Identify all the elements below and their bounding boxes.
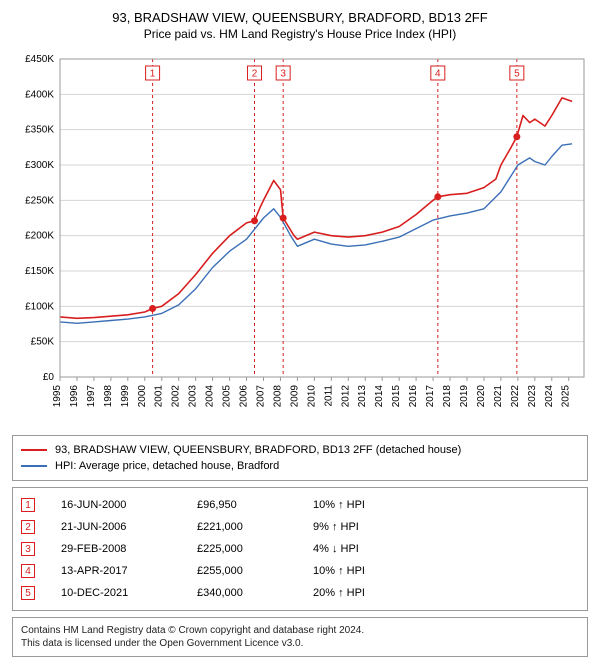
sales-price: £340,000 <box>197 587 287 599</box>
sales-row: 1 16-JUN-2000 £96,950 10% ↑ HPI <box>21 494 579 516</box>
svg-text:2017: 2017 <box>425 385 436 408</box>
sales-marker: 1 <box>21 498 35 512</box>
sales-date: 13-APR-2017 <box>61 565 171 577</box>
sales-price: £225,000 <box>197 543 287 555</box>
legend-swatch <box>21 449 47 451</box>
sales-marker: 4 <box>21 564 35 578</box>
svg-text:2014: 2014 <box>374 385 385 408</box>
svg-text:4: 4 <box>435 69 441 80</box>
sales-price: £255,000 <box>197 565 287 577</box>
title-main: 93, BRADSHAW VIEW, QUEENSBURY, BRADFORD,… <box>8 10 592 25</box>
svg-text:£50K: £50K <box>31 337 55 348</box>
svg-text:£400K: £400K <box>25 89 54 100</box>
svg-text:2007: 2007 <box>255 385 266 408</box>
sales-date: 10-DEC-2021 <box>61 587 171 599</box>
svg-text:£100K: £100K <box>25 301 54 312</box>
svg-text:2004: 2004 <box>205 385 216 408</box>
svg-text:2009: 2009 <box>289 385 300 408</box>
svg-text:£450K: £450K <box>25 54 54 65</box>
legend-swatch <box>21 465 47 467</box>
price-chart: £0 £50K £100K £150K £200K £250K £300K £350K £400… <box>8 49 592 429</box>
svg-text:£350K: £350K <box>25 125 54 136</box>
title-sub: Price paid vs. HM Land Registry's House … <box>8 27 592 41</box>
svg-text:£250K: £250K <box>25 195 54 206</box>
svg-text:2002: 2002 <box>171 385 182 408</box>
titles: 93, BRADSHAW VIEW, QUEENSBURY, BRADFORD,… <box>8 10 592 41</box>
svg-text:2016: 2016 <box>408 385 419 408</box>
svg-text:2010: 2010 <box>306 385 317 408</box>
svg-text:2013: 2013 <box>357 385 368 408</box>
sales-row: 2 21-JUN-2006 £221,000 9% ↑ HPI <box>21 516 579 538</box>
svg-text:2011: 2011 <box>323 385 334 407</box>
sales-diff: 4% ↓ HPI <box>313 543 413 555</box>
sales-date: 29-FEB-2008 <box>61 543 171 555</box>
sales-row: 5 10-DEC-2021 £340,000 20% ↑ HPI <box>21 582 579 604</box>
svg-text:2001: 2001 <box>154 385 165 408</box>
svg-text:2020: 2020 <box>476 385 487 408</box>
sales-row: 3 29-FEB-2008 £225,000 4% ↓ HPI <box>21 538 579 560</box>
svg-text:£0: £0 <box>43 372 55 383</box>
svg-text:1997: 1997 <box>86 385 97 408</box>
legend-row: 93, BRADSHAW VIEW, QUEENSBURY, BRADFORD,… <box>21 442 579 458</box>
svg-text:1998: 1998 <box>103 385 114 408</box>
svg-text:2018: 2018 <box>442 385 453 408</box>
legend-label: HPI: Average price, detached house, Brad… <box>55 460 279 472</box>
sales-diff: 10% ↑ HPI <box>313 499 413 511</box>
svg-text:2006: 2006 <box>239 385 250 408</box>
footer-line-2: This data is licensed under the Open Gov… <box>21 637 579 650</box>
svg-text:2025: 2025 <box>561 385 572 408</box>
svg-text:2015: 2015 <box>391 385 402 408</box>
svg-text:2000: 2000 <box>137 385 148 408</box>
svg-text:3: 3 <box>280 69 286 80</box>
legend-row: HPI: Average price, detached house, Brad… <box>21 458 579 474</box>
footer-box: Contains HM Land Registry data © Crown c… <box>12 617 588 657</box>
sales-row: 4 13-APR-2017 £255,000 10% ↑ HPI <box>21 560 579 582</box>
svg-text:2008: 2008 <box>272 385 283 408</box>
sales-table: 1 16-JUN-2000 £96,950 10% ↑ HPI 2 21-JUN-2006… <box>12 487 588 611</box>
svg-text:2021: 2021 <box>493 385 504 408</box>
chart-svg: £0 £50K £100K £150K £200K £250K £300K £350K £400… <box>8 49 592 429</box>
svg-text:2012: 2012 <box>340 385 351 408</box>
svg-text:1996: 1996 <box>69 385 80 408</box>
sales-diff: 9% ↑ HPI <box>313 521 413 533</box>
sales-date: 16-JUN-2000 <box>61 499 171 511</box>
svg-text:£150K: £150K <box>25 266 54 277</box>
sales-marker: 3 <box>21 542 35 556</box>
svg-text:2019: 2019 <box>459 385 470 408</box>
svg-text:£300K: £300K <box>25 160 54 171</box>
svg-text:2023: 2023 <box>527 385 538 408</box>
sales-diff: 20% ↑ HPI <box>313 587 413 599</box>
legend-box: 93, BRADSHAW VIEW, QUEENSBURY, BRADFORD,… <box>12 435 588 481</box>
footer-line-1: Contains HM Land Registry data © Crown c… <box>21 624 579 637</box>
svg-text:£200K: £200K <box>25 231 54 242</box>
sales-price: £96,950 <box>197 499 287 511</box>
legend-label: 93, BRADSHAW VIEW, QUEENSBURY, BRADFORD,… <box>55 444 461 456</box>
sales-marker: 2 <box>21 520 35 534</box>
svg-text:2: 2 <box>252 69 258 80</box>
sales-diff: 10% ↑ HPI <box>313 565 413 577</box>
container: 93, BRADSHAW VIEW, QUEENSBURY, BRADFORD,… <box>0 0 600 671</box>
svg-text:1999: 1999 <box>120 385 131 408</box>
svg-text:2024: 2024 <box>544 385 555 408</box>
svg-text:1: 1 <box>150 69 156 80</box>
svg-text:2003: 2003 <box>188 385 199 408</box>
sales-date: 21-JUN-2006 <box>61 521 171 533</box>
svg-text:2022: 2022 <box>510 385 521 408</box>
sales-marker: 5 <box>21 586 35 600</box>
svg-text:1995: 1995 <box>52 385 63 408</box>
svg-text:5: 5 <box>514 69 520 80</box>
sales-price: £221,000 <box>197 521 287 533</box>
svg-text:2005: 2005 <box>222 385 233 408</box>
